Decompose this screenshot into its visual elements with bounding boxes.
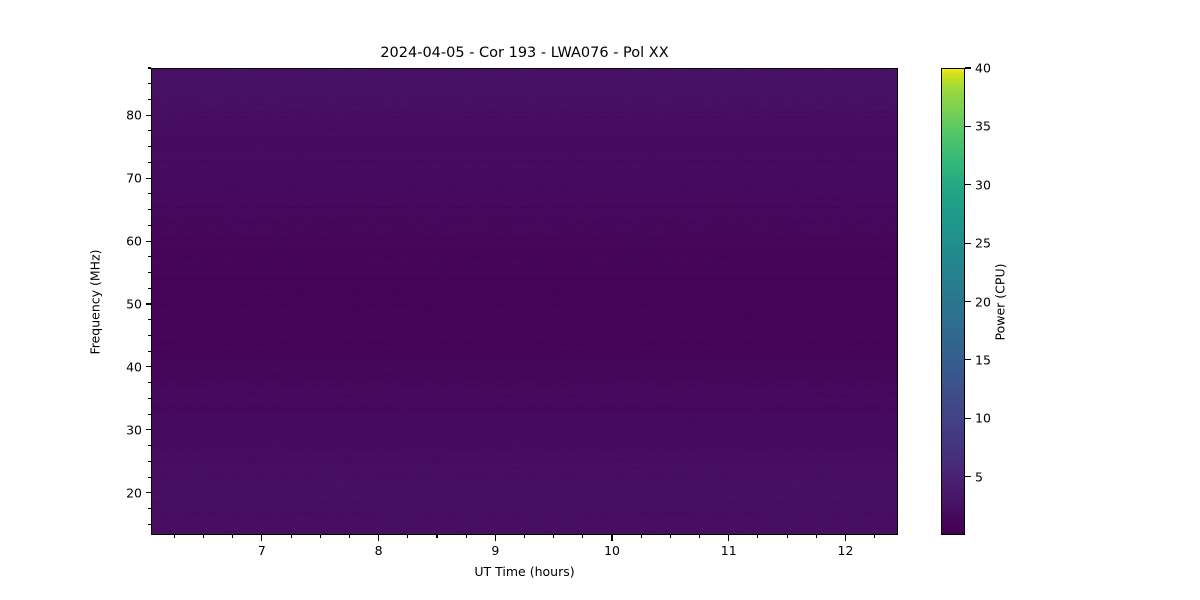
y-tick-minor bbox=[148, 256, 151, 258]
x-tick-minor bbox=[465, 535, 467, 538]
colorbar-tick-label: 35 bbox=[975, 118, 991, 134]
y-tick-major bbox=[145, 114, 151, 116]
y-tick-minor bbox=[148, 67, 151, 69]
colorbar-tick bbox=[965, 125, 971, 127]
y-axis-label: Frequency (MHz) bbox=[87, 248, 103, 355]
x-tick-major bbox=[611, 535, 613, 541]
x-tick-label: 7 bbox=[257, 543, 266, 558]
y-tick-label: 50 bbox=[126, 296, 142, 312]
y-tick-label: 80 bbox=[126, 107, 142, 123]
x-tick-label: 10 bbox=[604, 543, 620, 558]
x-tick-minor bbox=[202, 535, 205, 538]
y-tick-minor bbox=[148, 209, 151, 211]
x-tick-label: 9 bbox=[491, 543, 500, 558]
heatmap-image bbox=[152, 69, 897, 534]
colorbar-tick-label: 30 bbox=[975, 177, 991, 193]
y-tick-minor bbox=[148, 271, 151, 274]
y-tick-minor bbox=[148, 98, 151, 100]
y-tick-major bbox=[145, 492, 151, 494]
colorbar-tick bbox=[965, 417, 971, 419]
colorbar-tick-label: 5 bbox=[975, 469, 983, 485]
y-tick-minor bbox=[148, 350, 151, 352]
plot-title: 2024-04-05 - Cor 193 - LWA076 - Pol XX bbox=[380, 45, 669, 61]
y-tick-minor bbox=[148, 83, 151, 85]
x-tick-minor bbox=[436, 535, 438, 538]
y-tick-minor bbox=[148, 130, 151, 132]
colorbar-tick-label: 40 bbox=[975, 60, 991, 76]
colorbar-tick bbox=[965, 242, 971, 244]
colorbar-tick bbox=[965, 184, 971, 186]
x-tick-minor bbox=[669, 535, 671, 538]
colorbar-tick bbox=[965, 359, 971, 361]
x-tick-minor bbox=[786, 535, 788, 538]
x-tick-minor bbox=[290, 535, 292, 538]
x-tick-minor bbox=[523, 535, 526, 538]
y-tick-minor bbox=[148, 445, 151, 447]
x-tick-label: 8 bbox=[374, 543, 383, 558]
y-tick-label: 60 bbox=[126, 233, 142, 249]
x-tick-minor bbox=[407, 535, 409, 538]
y-tick-minor bbox=[148, 382, 151, 384]
y-tick-label: 70 bbox=[126, 170, 142, 186]
y-tick-minor bbox=[148, 224, 151, 226]
colorbar-tick-label: 15 bbox=[975, 352, 991, 368]
y-tick-label: 30 bbox=[126, 422, 142, 438]
y-tick-minor bbox=[148, 161, 151, 163]
heatmap-axes[interactable] bbox=[151, 68, 898, 535]
y-tick-minor bbox=[148, 476, 151, 478]
y-tick-label: 40 bbox=[126, 359, 142, 375]
y-tick-minor bbox=[148, 508, 151, 510]
y-tick-minor bbox=[148, 397, 151, 399]
x-tick-label: 11 bbox=[720, 543, 737, 558]
x-tick-minor bbox=[319, 535, 321, 538]
colorbar-gradient[interactable] bbox=[941, 68, 965, 535]
y-tick-major bbox=[145, 240, 151, 242]
x-axis-label: UT Time (hours) bbox=[474, 564, 575, 579]
x-tick-major bbox=[728, 535, 730, 541]
x-tick-minor bbox=[232, 535, 234, 538]
y-tick-minor bbox=[148, 319, 151, 321]
x-tick-minor bbox=[173, 535, 175, 538]
y-tick-major bbox=[145, 429, 151, 431]
x-tick-minor bbox=[553, 535, 555, 538]
y-tick-major bbox=[145, 177, 151, 179]
y-tick-minor bbox=[148, 460, 151, 462]
x-tick-label: 12 bbox=[837, 543, 854, 558]
x-tick-minor bbox=[640, 535, 642, 538]
y-tick-major bbox=[145, 366, 151, 368]
x-tick-major bbox=[494, 535, 496, 541]
y-tick-minor bbox=[148, 413, 151, 415]
x-tick-minor bbox=[348, 535, 350, 538]
x-tick-minor bbox=[874, 535, 876, 538]
x-tick-minor bbox=[699, 535, 701, 538]
x-tick-minor bbox=[815, 535, 817, 538]
y-tick-minor bbox=[148, 334, 151, 337]
colorbar-label: Power (CPU) bbox=[992, 263, 1008, 340]
y-tick-minor bbox=[148, 287, 151, 289]
y-tick-minor bbox=[148, 146, 151, 148]
colorbar-tick bbox=[965, 300, 971, 303]
y-tick-minor bbox=[148, 193, 151, 195]
colorbar-tick-label: 25 bbox=[975, 235, 991, 251]
colorbar-tick bbox=[965, 67, 971, 69]
colorbar-tick-label: 10 bbox=[975, 410, 991, 426]
x-tick-major bbox=[261, 535, 263, 541]
x-tick-minor bbox=[582, 535, 584, 538]
colorbar-tick bbox=[965, 476, 971, 478]
x-tick-major bbox=[378, 535, 380, 541]
x-tick-major bbox=[844, 535, 847, 541]
y-tick-label: 20 bbox=[126, 485, 142, 501]
colorbar-tick-label: 20 bbox=[975, 294, 991, 309]
y-tick-minor bbox=[148, 523, 151, 525]
x-tick-minor bbox=[757, 535, 759, 538]
y-tick-major bbox=[145, 303, 151, 305]
